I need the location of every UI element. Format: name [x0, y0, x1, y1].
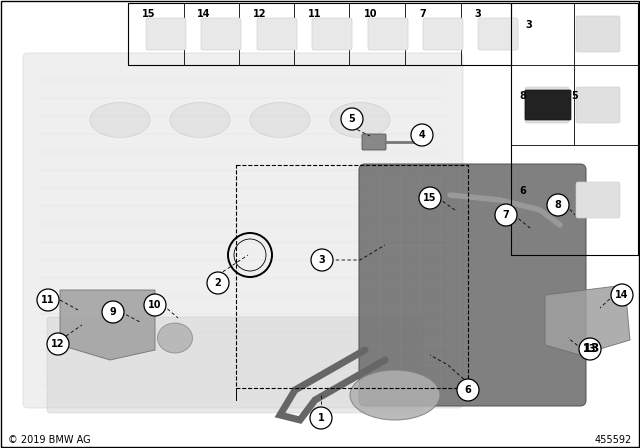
- FancyBboxPatch shape: [478, 18, 518, 50]
- Ellipse shape: [157, 323, 193, 353]
- Text: © 2019 BMW AG: © 2019 BMW AG: [8, 435, 91, 445]
- Text: 4: 4: [419, 130, 426, 140]
- Circle shape: [495, 204, 517, 226]
- Circle shape: [144, 294, 166, 316]
- Circle shape: [311, 249, 333, 271]
- FancyBboxPatch shape: [525, 87, 569, 123]
- FancyBboxPatch shape: [576, 87, 620, 123]
- Ellipse shape: [250, 103, 310, 138]
- Text: 3: 3: [474, 9, 481, 19]
- Circle shape: [207, 272, 229, 294]
- Bar: [128, 3, 511, 65]
- Ellipse shape: [330, 103, 390, 138]
- Text: 9: 9: [109, 307, 116, 317]
- Circle shape: [310, 407, 332, 429]
- Bar: [511, 3, 638, 255]
- Circle shape: [102, 301, 124, 323]
- Circle shape: [341, 108, 363, 130]
- FancyBboxPatch shape: [576, 182, 620, 218]
- Text: 5: 5: [349, 114, 355, 124]
- Circle shape: [47, 333, 69, 355]
- Text: 6: 6: [465, 385, 472, 395]
- Text: 1: 1: [317, 413, 324, 423]
- Polygon shape: [545, 285, 630, 355]
- Text: 7: 7: [419, 9, 426, 19]
- Text: 5: 5: [571, 91, 578, 101]
- FancyBboxPatch shape: [201, 18, 241, 50]
- Text: 455592: 455592: [595, 435, 632, 445]
- FancyBboxPatch shape: [257, 18, 297, 50]
- Text: 8: 8: [555, 200, 561, 210]
- Text: 15: 15: [423, 193, 436, 203]
- Ellipse shape: [350, 370, 440, 420]
- Text: 8: 8: [519, 91, 526, 101]
- Text: 3: 3: [525, 20, 532, 30]
- FancyBboxPatch shape: [47, 317, 423, 413]
- Text: 15: 15: [142, 9, 156, 19]
- Circle shape: [419, 187, 441, 209]
- FancyBboxPatch shape: [146, 18, 186, 50]
- Text: 13: 13: [582, 343, 600, 356]
- Text: 10: 10: [148, 300, 162, 310]
- Circle shape: [547, 194, 569, 216]
- Circle shape: [457, 379, 479, 401]
- Polygon shape: [60, 290, 155, 360]
- Text: 2: 2: [214, 278, 221, 288]
- Text: 14: 14: [197, 9, 211, 19]
- Circle shape: [37, 289, 59, 311]
- Text: 14: 14: [615, 290, 628, 300]
- FancyBboxPatch shape: [362, 134, 386, 150]
- Text: 12: 12: [51, 339, 65, 349]
- Ellipse shape: [170, 103, 230, 138]
- Circle shape: [611, 284, 633, 306]
- Text: 7: 7: [502, 210, 509, 220]
- Ellipse shape: [90, 103, 150, 138]
- FancyBboxPatch shape: [368, 18, 408, 50]
- Text: 3: 3: [319, 255, 325, 265]
- Circle shape: [579, 338, 601, 360]
- Text: 12: 12: [253, 9, 266, 19]
- Text: 13: 13: [583, 344, 596, 354]
- FancyBboxPatch shape: [576, 16, 620, 52]
- Bar: [236, 165, 468, 388]
- Text: 11: 11: [308, 9, 321, 19]
- FancyBboxPatch shape: [312, 18, 352, 50]
- FancyBboxPatch shape: [23, 53, 463, 408]
- Text: 10: 10: [364, 9, 378, 19]
- Text: 11: 11: [41, 295, 55, 305]
- Circle shape: [411, 124, 433, 146]
- FancyBboxPatch shape: [359, 164, 586, 406]
- FancyBboxPatch shape: [525, 90, 571, 120]
- FancyBboxPatch shape: [423, 18, 463, 50]
- Text: 6: 6: [519, 186, 525, 196]
